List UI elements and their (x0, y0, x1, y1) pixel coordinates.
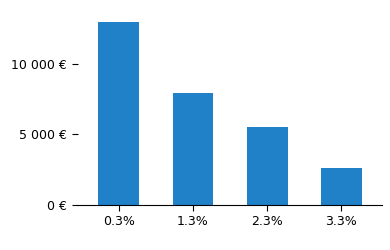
Bar (247, 127, 287, 205)
Bar (98, 22, 139, 205)
Bar (321, 168, 362, 205)
Bar (173, 93, 213, 205)
